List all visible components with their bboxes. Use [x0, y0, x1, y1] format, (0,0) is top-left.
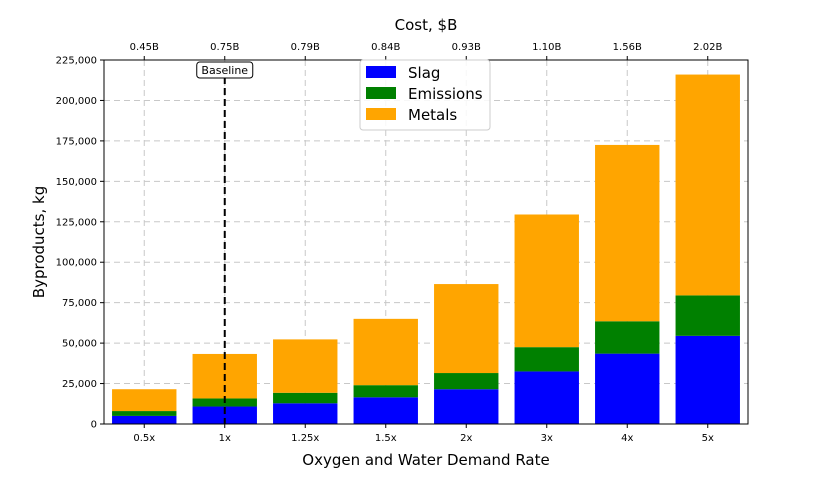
bar-metals-0-5x: [112, 389, 177, 412]
x-tick-label-0-5x: 0.5x: [133, 433, 155, 444]
y-tick-label: 175,000: [56, 136, 97, 147]
bar-metals-3x: [514, 214, 579, 348]
legend-label-slag: Slag: [408, 64, 440, 82]
top-tick-label: 0.45B: [130, 42, 159, 53]
baseline-label: Baseline: [201, 64, 248, 77]
x-tick-label-5x: 5x: [702, 433, 714, 444]
bar-metals-5x: [675, 74, 740, 296]
legend-swatch-emissions: [366, 87, 396, 99]
y-axis-title: Byproducts, kg: [30, 186, 48, 298]
top-tick-label: 0.75B: [210, 42, 239, 53]
top-tick-label: 2.02B: [693, 42, 722, 53]
legend-label-metals: Metals: [408, 106, 457, 124]
y-tick-label: 125,000: [56, 217, 97, 228]
bar-slag-1-25x: [273, 403, 338, 424]
top-tick-label: 0.84B: [371, 42, 400, 53]
top-tick-label: 1.10B: [532, 42, 561, 53]
bar-emissions-1-5x: [353, 385, 418, 398]
top-tick-label: 1.56B: [613, 42, 642, 53]
baseline-label-box: [196, 61, 254, 79]
top-axis-title: Cost, $B: [395, 16, 458, 34]
bar-metals-1-25x: [273, 339, 338, 393]
x-axis-title: Oxygen and Water Demand Rate: [302, 451, 549, 469]
bar-slag-0-5x: [112, 415, 177, 424]
bar-slag-3x: [514, 371, 579, 424]
bar-emissions-4x: [595, 321, 660, 354]
y-tick-label: 50,000: [62, 339, 97, 350]
bar-metals-2x: [434, 284, 499, 374]
x-tick-label-1-25x: 1.25x: [291, 433, 319, 444]
legend-label-emissions: Emissions: [408, 85, 483, 103]
bar-slag-4x: [595, 353, 660, 424]
bar-emissions-5x: [675, 295, 740, 336]
bar-emissions-0-5x: [112, 411, 177, 416]
x-tick-label-2x: 2x: [460, 433, 472, 444]
y-tick-label: 200,000: [56, 96, 97, 107]
x-tick-label-1-5x: 1.5x: [375, 433, 397, 444]
x-tick-label-4x: 4x: [621, 433, 633, 444]
axes: 0 25,000 50,000 75,000 100,000 125,000 150,000…: [56, 42, 723, 444]
legend: Slag Emissions Metals: [359, 59, 491, 131]
x-tick-label-1x: 1x: [219, 433, 231, 444]
y-tick-label: 150,000: [56, 177, 97, 188]
legend-swatch-slag: [366, 66, 396, 78]
bar-slag-2x: [434, 389, 499, 424]
bar-slag-1-5x: [353, 397, 418, 424]
bar-metals-4x: [595, 144, 660, 322]
y-tick-label: 75,000: [62, 298, 97, 309]
top-tick-label: 0.79B: [291, 42, 320, 53]
bar-emissions-2x: [434, 373, 499, 390]
top-tick-label: 0.93B: [452, 42, 481, 53]
bar-slag-1x: [192, 406, 257, 424]
legend-swatch-metals: [366, 108, 396, 120]
bar-metals-1-5x: [353, 318, 418, 386]
y-tick-label: 25,000: [62, 379, 97, 390]
bar-emissions-3x: [514, 347, 579, 372]
bar-slag-5x: [675, 335, 740, 424]
bar-layer: [112, 74, 740, 424]
y-tick-label: 0: [91, 420, 97, 431]
baseline-annotation: Baseline: [196, 61, 254, 424]
y-tick-label: 225,000: [56, 56, 97, 67]
bar-emissions-1-25x: [273, 392, 338, 404]
x-tick-label-3x: 3x: [541, 433, 553, 444]
y-tick-label: 100,000: [56, 258, 97, 269]
